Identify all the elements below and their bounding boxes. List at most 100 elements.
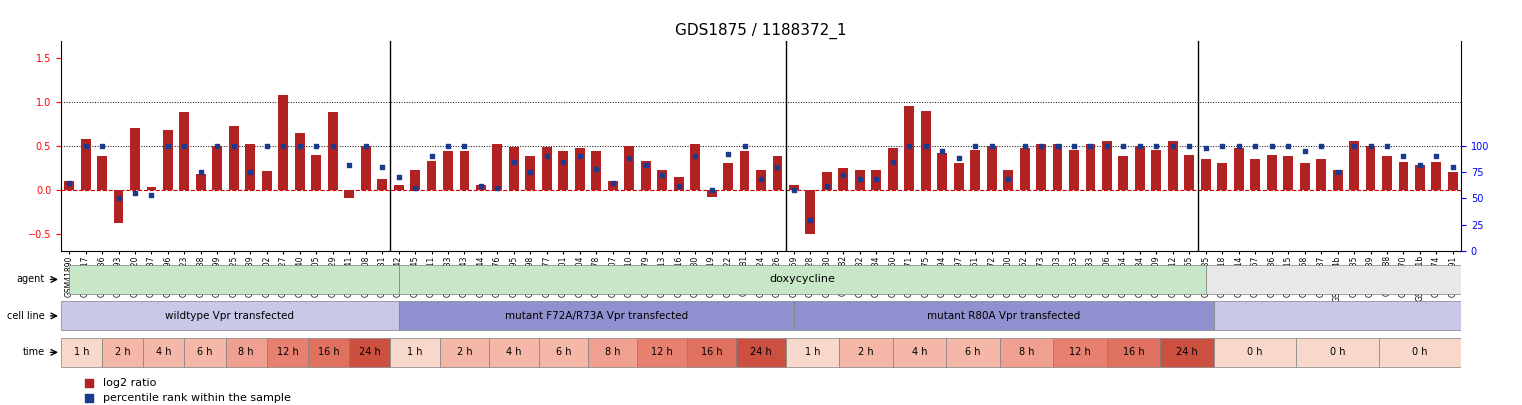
- Bar: [1085, 144, 1096, 190]
- Bar: [1432, 162, 1441, 190]
- FancyBboxPatch shape: [1000, 338, 1053, 367]
- Point: [1342, 143, 1367, 149]
- Bar: [180, 113, 189, 190]
- Point: [1425, 153, 1449, 160]
- Point: [1177, 143, 1201, 149]
- Bar: [1184, 155, 1195, 190]
- Text: 6 h: 6 h: [198, 347, 213, 357]
- Text: log2 ratio: log2 ratio: [103, 378, 157, 388]
- Text: 6 h: 6 h: [556, 347, 571, 357]
- Point: [403, 185, 428, 191]
- Bar: [1300, 163, 1309, 190]
- Point: [222, 143, 247, 149]
- Point: [107, 195, 131, 202]
- Point: [370, 164, 394, 170]
- Bar: [196, 174, 205, 190]
- Point: [435, 143, 460, 149]
- Text: 12 h: 12 h: [1070, 347, 1091, 357]
- Bar: [872, 171, 881, 190]
- Bar: [723, 163, 734, 190]
- Point: [123, 190, 148, 196]
- FancyBboxPatch shape: [947, 338, 1000, 367]
- Bar: [64, 181, 75, 190]
- Bar: [228, 126, 239, 190]
- Point: [1227, 143, 1251, 149]
- Point: [848, 176, 872, 183]
- Point: [1046, 143, 1070, 149]
- Bar: [114, 190, 123, 223]
- Point: [749, 176, 773, 183]
- Bar: [1152, 150, 1161, 190]
- Point: [1145, 143, 1169, 149]
- FancyBboxPatch shape: [68, 265, 399, 294]
- Bar: [954, 163, 963, 190]
- FancyBboxPatch shape: [1297, 338, 1379, 367]
- FancyBboxPatch shape: [794, 301, 1215, 330]
- FancyBboxPatch shape: [587, 338, 638, 367]
- Bar: [213, 146, 222, 190]
- Bar: [508, 147, 519, 190]
- Text: 24 h: 24 h: [1177, 347, 1198, 357]
- Text: 16 h: 16 h: [1123, 347, 1145, 357]
- Bar: [1333, 171, 1342, 190]
- Point: [1029, 143, 1053, 149]
- FancyBboxPatch shape: [893, 338, 947, 367]
- FancyBboxPatch shape: [102, 338, 143, 367]
- FancyBboxPatch shape: [1379, 338, 1461, 367]
- Point: [1309, 143, 1333, 149]
- Bar: [1283, 156, 1294, 190]
- Bar: [426, 161, 437, 190]
- Point: [205, 143, 230, 149]
- Bar: [409, 171, 420, 190]
- Text: 8 h: 8 h: [1018, 347, 1035, 357]
- Text: percentile rank within the sample: percentile rank within the sample: [103, 393, 291, 403]
- Point: [1078, 143, 1102, 149]
- Bar: [1234, 147, 1243, 190]
- Point: [798, 216, 822, 223]
- FancyBboxPatch shape: [440, 338, 489, 367]
- Point: [584, 166, 609, 172]
- Point: [1094, 143, 1119, 149]
- Point: [1326, 169, 1350, 175]
- Bar: [163, 130, 174, 190]
- Bar: [1135, 146, 1145, 190]
- Bar: [1053, 144, 1062, 190]
- FancyBboxPatch shape: [1160, 338, 1215, 367]
- Bar: [921, 111, 930, 190]
- Bar: [1003, 171, 1014, 190]
- Point: [155, 143, 180, 149]
- Bar: [887, 147, 898, 190]
- Bar: [542, 147, 552, 190]
- Point: [963, 143, 988, 149]
- Bar: [1068, 150, 1079, 190]
- FancyBboxPatch shape: [143, 338, 184, 367]
- Bar: [1167, 141, 1178, 190]
- Point: [336, 162, 361, 168]
- Point: [56, 179, 81, 186]
- Point: [189, 169, 213, 175]
- FancyBboxPatch shape: [307, 338, 349, 367]
- Bar: [1250, 159, 1260, 190]
- Bar: [788, 185, 799, 190]
- Bar: [1102, 141, 1113, 190]
- Bar: [658, 171, 667, 190]
- FancyBboxPatch shape: [1053, 338, 1106, 367]
- FancyBboxPatch shape: [399, 265, 1205, 294]
- Bar: [279, 95, 288, 190]
- Text: wildtype Vpr transfected: wildtype Vpr transfected: [166, 311, 294, 321]
- Bar: [327, 113, 338, 190]
- Point: [76, 380, 100, 386]
- Point: [1391, 153, 1415, 160]
- FancyBboxPatch shape: [489, 338, 539, 367]
- Bar: [756, 171, 766, 190]
- Text: mutant R80A Vpr transfected: mutant R80A Vpr transfected: [927, 311, 1081, 321]
- Text: 0 h: 0 h: [1330, 347, 1345, 357]
- Point: [601, 179, 626, 186]
- FancyBboxPatch shape: [61, 301, 399, 330]
- Point: [387, 174, 411, 181]
- Point: [814, 183, 839, 189]
- Point: [73, 143, 97, 149]
- Text: 1 h: 1 h: [73, 347, 90, 357]
- Point: [551, 158, 575, 165]
- Point: [864, 176, 889, 183]
